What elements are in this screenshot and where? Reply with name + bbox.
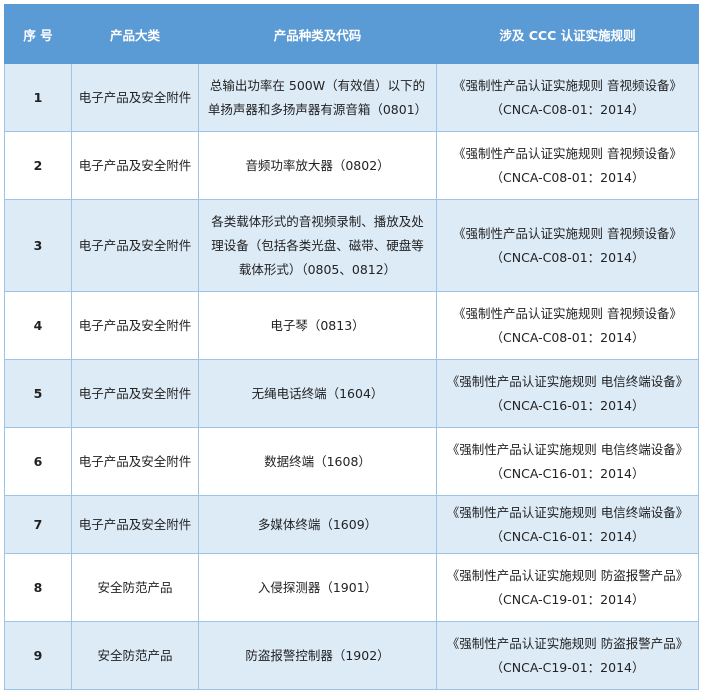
row-category: 电子产品及安全附件	[71, 131, 199, 200]
row-rules: 《强制性产品认证实施规则 电信终端设备》 （CNCA-C16-01：2014）	[436, 427, 699, 496]
row-rules: 《强制性产品认证实施规则 电信终端设备》 （CNCA-C16-01：2014）	[436, 495, 699, 554]
row-number: 8	[4, 553, 72, 622]
product-line: 防盗报警控制器（1902）	[245, 647, 390, 663]
row-product: 数据终端（1608）	[198, 427, 437, 496]
table-row: 3 电子产品及安全附件 各类载体形式的音视频录制、播放及处 理设备（包括各类光盘、磁带…	[4, 199, 699, 292]
rules-line: （CNCA-C19-01：2014）	[490, 659, 645, 675]
row-rules: 《强制性产品认证实施规则 音视频设备》 （CNCA-C08-01：2014）	[436, 291, 699, 360]
rules-line: （CNCA-C19-01：2014）	[490, 591, 645, 607]
header-no: 序 号	[4, 4, 72, 64]
row-number: 2	[4, 131, 72, 200]
row-category: 电子产品及安全附件	[71, 291, 199, 360]
table-row: 1 电子产品及安全附件 总输出功率在 500W（有效值）以下的 单扬声器和多扬声器有源…	[4, 63, 699, 132]
rules-line: 《强制性产品认证实施规则 音视频设备》	[453, 77, 682, 93]
product-line: 入侵探测器（1901）	[257, 579, 378, 595]
rules-line: （CNCA-C08-01：2014）	[490, 249, 645, 265]
row-product: 音频功率放大器（0802）	[198, 131, 437, 200]
header-rules: 涉及 CCC 认证实施规则	[436, 4, 699, 64]
row-category: 电子产品及安全附件	[71, 427, 199, 496]
table-row: 4 电子产品及安全附件 电子琴（0813） 《强制性产品认证实施规则 音视频设备》 （C…	[4, 291, 699, 360]
row-number: 5	[4, 359, 72, 428]
row-category: 电子产品及安全附件	[71, 495, 199, 554]
rules-line: 《强制性产品认证实施规则 电信终端设备》	[446, 441, 689, 457]
rules-line: （CNCA-C08-01：2014）	[490, 329, 645, 345]
ccc-product-table: 序 号 产品大类 产品种类及代码 涉及 CCC 认证实施规则 1 电子产品及安全附…	[4, 4, 699, 690]
product-line: 单扬声器和多扬声器有源音箱（0801）	[207, 101, 428, 117]
row-number: 9	[4, 621, 72, 690]
rules-line: （CNCA-C16-01：2014）	[490, 465, 645, 481]
row-category: 安全防范产品	[71, 621, 199, 690]
rules-line: 《强制性产品认证实施规则 音视频设备》	[453, 305, 682, 321]
row-rules: 《强制性产品认证实施规则 音视频设备》 （CNCA-C08-01：2014）	[436, 131, 699, 200]
product-line: 理设备（包括各类光盘、磁带、硬盘等	[211, 237, 424, 253]
rules-line: 《强制性产品认证实施规则 防盗报警产品》	[446, 635, 689, 651]
table-row: 7 电子产品及安全附件 多媒体终端（1609） 《强制性产品认证实施规则 电信终端设备…	[4, 495, 699, 554]
table-row: 6 电子产品及安全附件 数据终端（1608） 《强制性产品认证实施规则 电信终端设备》…	[4, 427, 699, 496]
row-product: 入侵探测器（1901）	[198, 553, 437, 622]
rules-line: （CNCA-C16-01：2014）	[490, 397, 645, 413]
rules-line: （CNCA-C08-01：2014）	[490, 101, 645, 117]
row-product: 各类载体形式的音视频录制、播放及处 理设备（包括各类光盘、磁带、硬盘等 载体形式）（…	[198, 199, 437, 292]
table-row: 5 电子产品及安全附件 无绳电话终端（1604） 《强制性产品认证实施规则 电信终端设…	[4, 359, 699, 428]
row-number: 1	[4, 63, 72, 132]
row-number: 4	[4, 291, 72, 360]
row-number: 6	[4, 427, 72, 496]
row-product: 电子琴（0813）	[198, 291, 437, 360]
row-rules: 《强制性产品认证实施规则 防盗报警产品》 （CNCA-C19-01：2014）	[436, 621, 699, 690]
row-category: 电子产品及安全附件	[71, 63, 199, 132]
rules-line: （CNCA-C08-01：2014）	[490, 169, 645, 185]
rules-line: 《强制性产品认证实施规则 电信终端设备》	[446, 373, 689, 389]
table-header: 序 号 产品大类 产品种类及代码 涉及 CCC 认证实施规则	[4, 4, 699, 64]
row-rules: 《强制性产品认证实施规则 音视频设备》 （CNCA-C08-01：2014）	[436, 199, 699, 292]
row-category: 安全防范产品	[71, 553, 199, 622]
row-product: 总输出功率在 500W（有效值）以下的 单扬声器和多扬声器有源音箱（0801）	[198, 63, 437, 132]
product-line: 无绳电话终端（1604）	[251, 385, 384, 401]
header-product: 产品种类及代码	[198, 4, 437, 64]
product-line: 多媒体终端（1609）	[257, 516, 378, 532]
product-line: 电子琴（0813）	[270, 317, 365, 333]
header-category: 产品大类	[71, 4, 199, 64]
row-product: 多媒体终端（1609）	[198, 495, 437, 554]
product-line: 总输出功率在 500W（有效值）以下的	[209, 77, 426, 93]
product-line: 载体形式）（0805、0812）	[238, 261, 397, 277]
product-line: 各类载体形式的音视频录制、播放及处	[211, 213, 424, 229]
row-product: 无绳电话终端（1604）	[198, 359, 437, 428]
table-row: 2 电子产品及安全附件 音频功率放大器（0802） 《强制性产品认证实施规则 音视频设…	[4, 131, 699, 200]
row-rules: 《强制性产品认证实施规则 电信终端设备》 （CNCA-C16-01：2014）	[436, 359, 699, 428]
row-number: 7	[4, 495, 72, 554]
table-row: 8 安全防范产品 入侵探测器（1901） 《强制性产品认证实施规则 防盗报警产品》 （C…	[4, 553, 699, 622]
row-rules: 《强制性产品认证实施规则 防盗报警产品》 （CNCA-C19-01：2014）	[436, 553, 699, 622]
row-product: 防盗报警控制器（1902）	[198, 621, 437, 690]
rules-line: 《强制性产品认证实施规则 音视频设备》	[453, 145, 682, 161]
product-line: 数据终端（1608）	[264, 453, 371, 469]
row-category: 电子产品及安全附件	[71, 199, 199, 292]
rules-line: 《强制性产品认证实施规则 电信终端设备》	[446, 504, 689, 520]
rules-line: （CNCA-C16-01：2014）	[490, 528, 645, 544]
table-row: 9 安全防范产品 防盗报警控制器（1902） 《强制性产品认证实施规则 防盗报警产品》…	[4, 621, 699, 690]
rules-line: 《强制性产品认证实施规则 音视频设备》	[453, 225, 682, 241]
product-line: 音频功率放大器（0802）	[245, 157, 390, 173]
row-category: 电子产品及安全附件	[71, 359, 199, 428]
row-number: 3	[4, 199, 72, 292]
rules-line: 《强制性产品认证实施规则 防盗报警产品》	[446, 567, 689, 583]
row-rules: 《强制性产品认证实施规则 音视频设备》 （CNCA-C08-01：2014）	[436, 63, 699, 132]
